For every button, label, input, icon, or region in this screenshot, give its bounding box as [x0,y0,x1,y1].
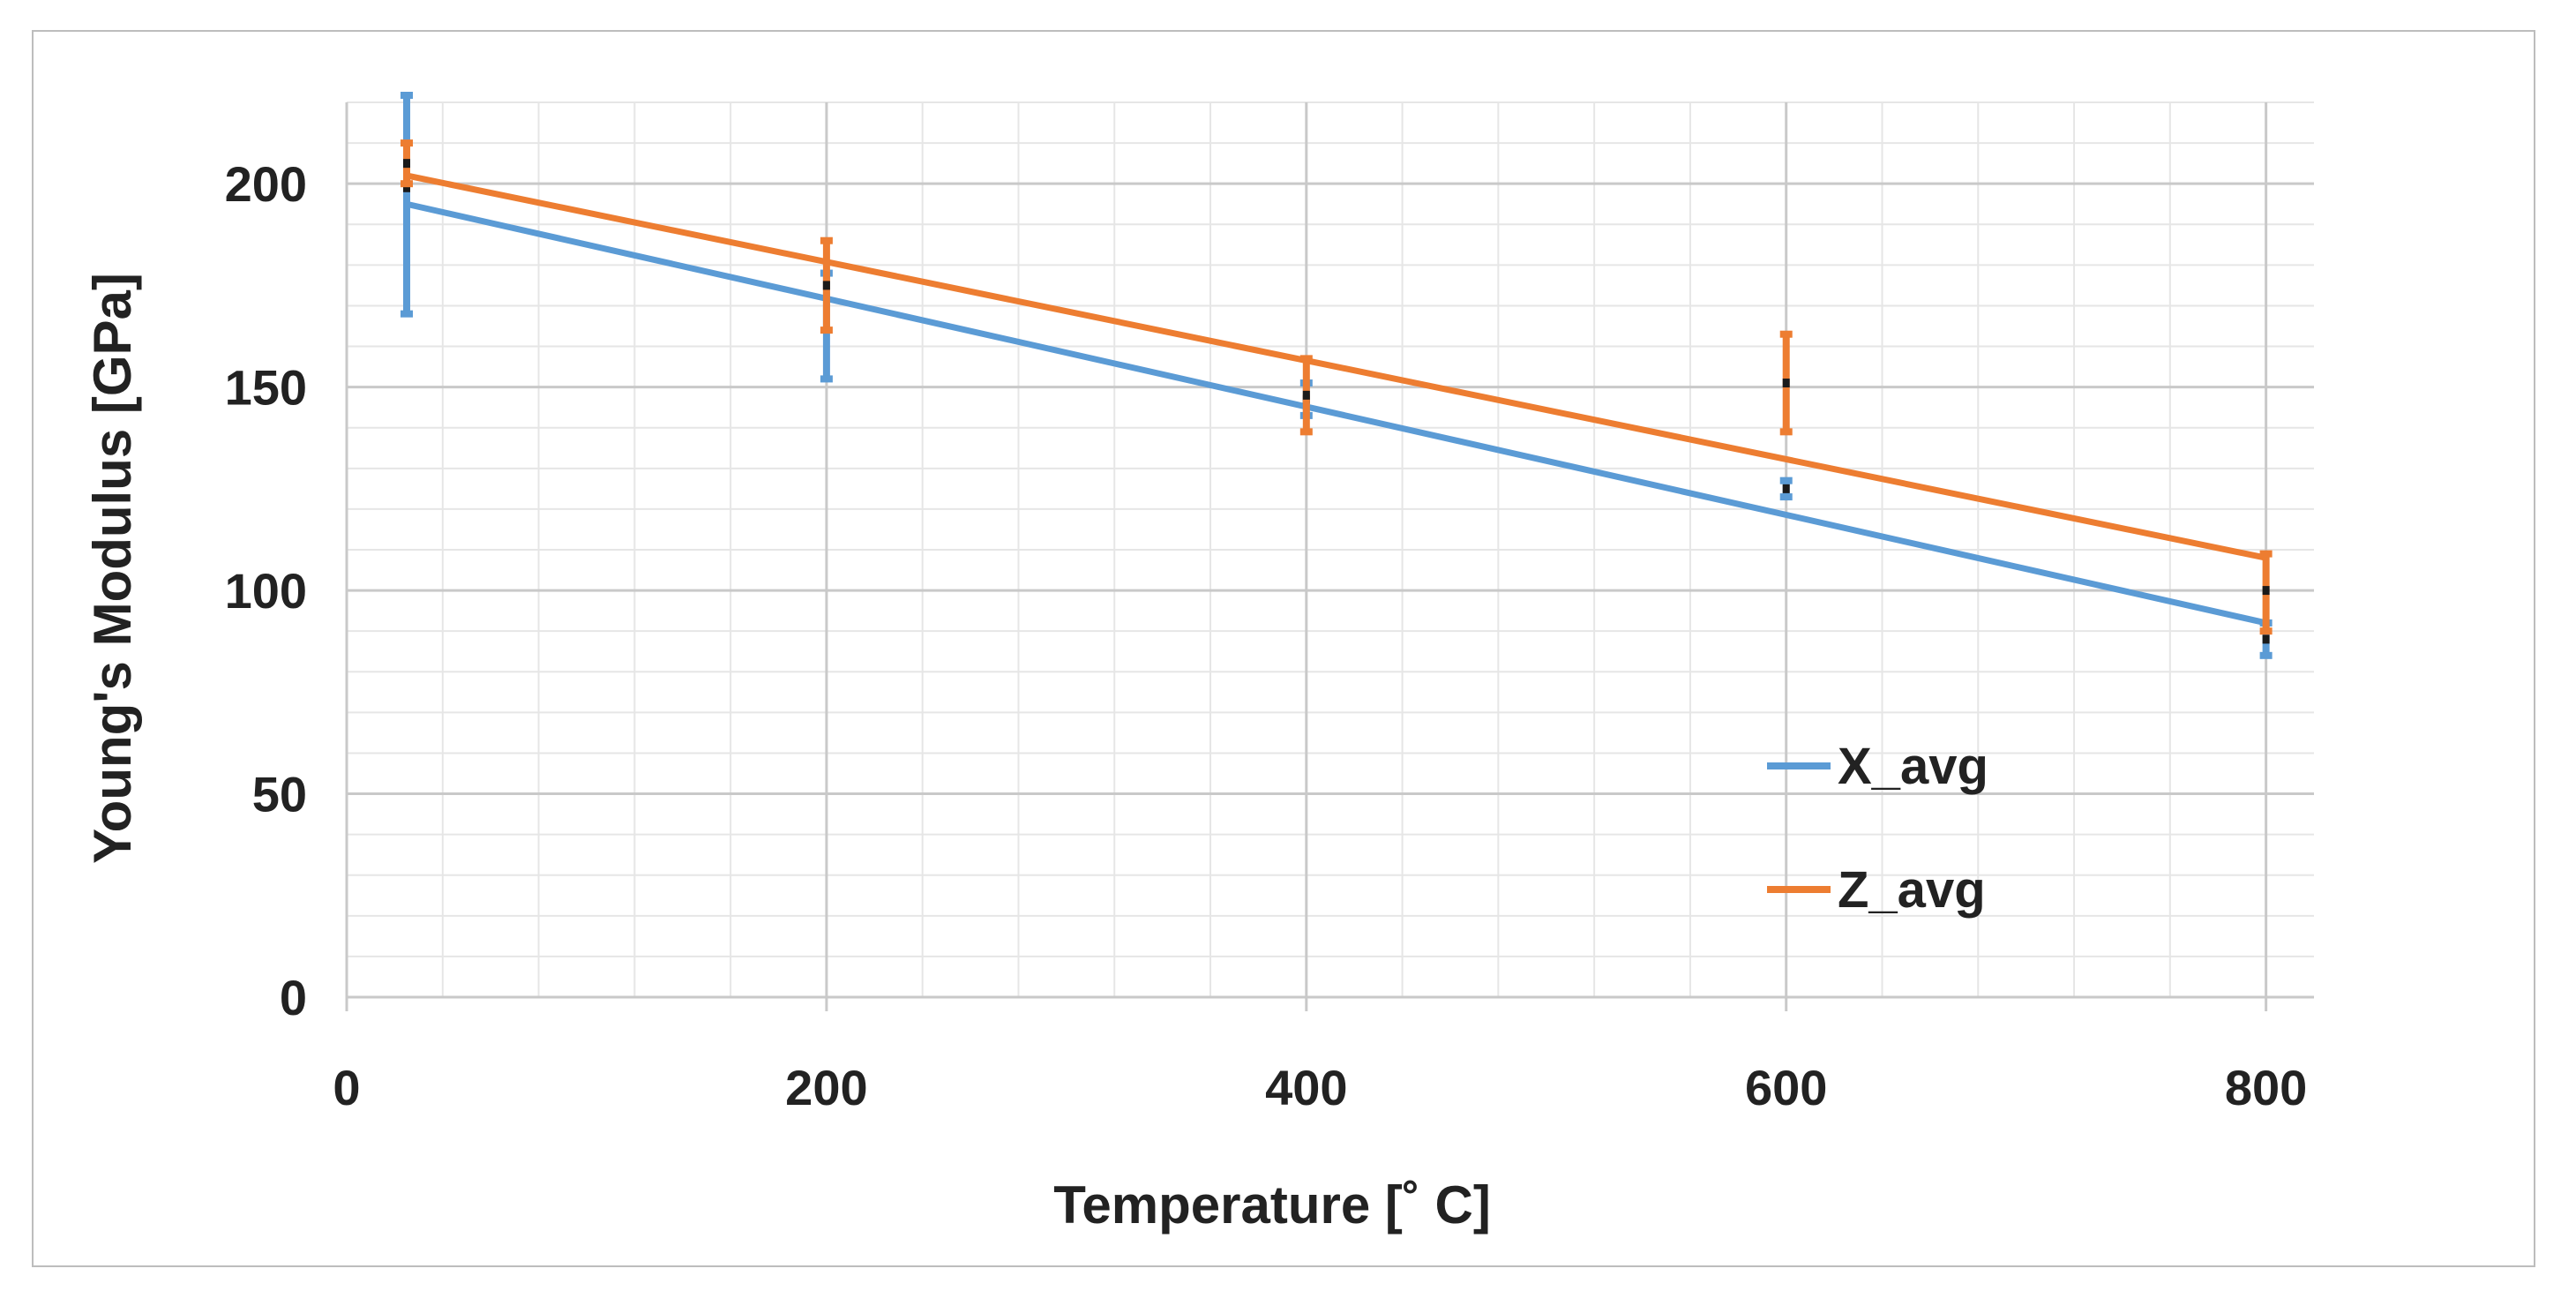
major-gridlines [345,102,2314,1011]
y-tick-label: 50 [252,767,307,822]
series-group [403,172,2270,627]
data-point-z-avg [2262,586,2270,596]
legend-label-z-avg: Z_avg [1838,861,1986,919]
chart-frame: 0 50 100 150 200 0 200 400 600 800 X_avg Z_avg Te… [32,30,2535,1267]
data-point-z-avg [1782,379,1790,388]
x-tick-label: 0 [333,1060,360,1115]
y-tick-labels: 0 50 100 150 200 [225,156,307,1025]
x-tick-label: 800 [2225,1060,2307,1115]
data-point-x-avg [2262,634,2270,644]
data-point-x-avg [1782,484,1790,493]
error-bars [400,92,2273,659]
data-point-z-avg [822,281,830,290]
legend: X_avg Z_avg [1767,738,1988,919]
x-tick-label: 200 [785,1060,867,1115]
y-tick-label: 100 [225,563,307,619]
x-tick-labels: 0 200 400 600 800 [333,1060,2307,1115]
series-line-x-avg [403,200,2270,627]
legend-label-x-avg: X_avg [1838,738,1988,795]
y-tick-label: 0 [280,970,307,1025]
x-axis-title: Temperature [˚ C] [1053,1175,1491,1235]
minor-gridlines [347,101,2314,997]
x-tick-label: 400 [1265,1060,1347,1115]
y-tick-label: 150 [225,360,307,416]
y-tick-label: 200 [225,156,307,212]
series-line-z-avg [403,172,2270,561]
data-point-z-avg [402,159,410,169]
data-point-x-avg [402,183,410,192]
y-axis-title: Young's Modulus [GPa] [83,273,142,864]
chart: 0 50 100 150 200 0 200 400 600 800 X_avg Z_avg Te… [83,92,2314,1235]
x-tick-label: 600 [1745,1060,1827,1115]
data-point-z-avg [1302,390,1310,400]
